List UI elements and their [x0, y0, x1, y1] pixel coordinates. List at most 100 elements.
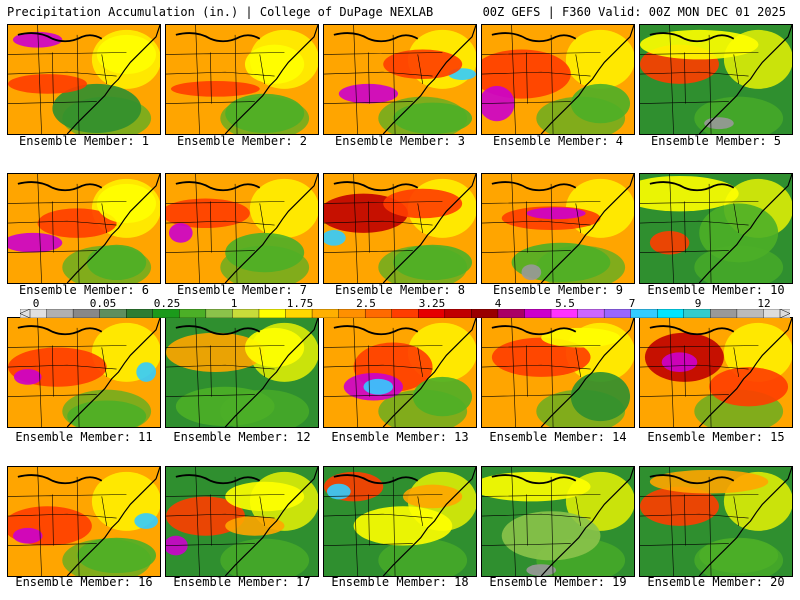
ensemble-map-3 — [323, 24, 477, 135]
colorbar-swatch — [364, 309, 393, 318]
colorbar-swatch — [285, 309, 313, 318]
member-caption: Ensemble Member: 5 — [650, 134, 782, 148]
colorbar-swatch — [577, 309, 605, 318]
precip-field — [324, 174, 476, 283]
colorbar-left-arrow — [20, 309, 31, 318]
ensemble-map-14 — [481, 317, 635, 428]
member-caption: Ensemble Member: 17 — [173, 575, 311, 589]
colorbar-swatch — [710, 309, 738, 318]
member-caption: Ensemble Member: 20 — [647, 575, 785, 589]
colorbar-swatch — [205, 309, 234, 318]
colorbar-tick-label: 4 — [494, 297, 502, 310]
colorbar-swatch — [258, 309, 287, 318]
member-caption: Ensemble Member: 1 — [18, 134, 150, 148]
colorbar-tick-label: 7 — [628, 297, 636, 310]
precip-field — [640, 174, 792, 283]
run-valid-time: 00Z GEFS | F360 Valid: 00Z MON DEC 01 20… — [482, 5, 786, 19]
colorbar-swatch — [391, 309, 419, 318]
colorbar-tick-label: 3.25 — [418, 297, 446, 310]
colorbar-swatch — [311, 309, 340, 318]
ensemble-map-18 — [323, 466, 477, 577]
colorbar-tick-label: 9 — [694, 297, 702, 310]
ensemble-map-2 — [165, 24, 319, 135]
colorbar-swatch — [152, 309, 181, 318]
precip-field — [324, 25, 476, 134]
colorbar-swatch — [126, 309, 154, 318]
colorbar-swatch — [683, 309, 712, 318]
ensemble-map-10 — [639, 173, 793, 284]
colorbar-tick-label: 0 — [32, 297, 40, 310]
colorbar — [20, 309, 790, 318]
ensemble-map-12 — [165, 317, 319, 428]
precip-field — [8, 467, 160, 576]
colorbar-right-arrow — [779, 309, 790, 318]
ensemble-map-9 — [481, 173, 635, 284]
colorbar-swatch — [179, 309, 207, 318]
colorbar-tick-label: 1 — [230, 297, 238, 310]
precip-field — [482, 25, 634, 134]
precip-field — [482, 318, 634, 427]
colorbar-tick-label: 5.5 — [555, 297, 575, 310]
colorbar-labels: 0 0.05 0.25 1 1.75 2.5 3.25 4 5.5 7 9 12 — [20, 297, 790, 319]
precip-field — [8, 174, 160, 283]
precip-field — [640, 467, 792, 576]
member-caption: Ensemble Member: 3 — [334, 134, 466, 148]
ensemble-map-15 — [639, 317, 793, 428]
colorbar-swatch — [550, 309, 579, 318]
colorbar-swatch — [497, 309, 526, 318]
member-caption: Ensemble Member: 8 — [334, 283, 466, 297]
ensemble-map-17 — [165, 466, 319, 577]
member-caption: Ensemble Member: 14 — [489, 430, 627, 444]
colorbar-swatch — [418, 309, 446, 318]
member-caption: Ensemble Member: 16 — [15, 575, 153, 589]
colorbar-swatch — [232, 309, 260, 318]
colorbar-swatch — [524, 309, 552, 318]
member-caption: Ensemble Member: 10 — [647, 283, 785, 297]
colorbar-swatch — [338, 309, 366, 318]
ensemble-map-19 — [481, 466, 635, 577]
precip-field — [324, 318, 476, 427]
precip-field — [8, 25, 160, 134]
member-caption: Ensemble Member: 15 — [647, 430, 785, 444]
member-caption: Ensemble Member: 11 — [15, 430, 153, 444]
colorbar-tick-label: 12 — [757, 297, 771, 310]
ensemble-map-5 — [639, 24, 793, 135]
member-caption: Ensemble Member: 19 — [489, 575, 627, 589]
member-caption: Ensemble Member: 18 — [331, 575, 469, 589]
colorbar-tick-label: 2.5 — [356, 297, 376, 310]
colorbar-swatch — [736, 309, 765, 318]
colorbar-swatch — [603, 309, 632, 318]
precip-field — [640, 25, 792, 134]
ensemble-map-13 — [323, 317, 477, 428]
member-caption: Ensemble Member: 4 — [492, 134, 624, 148]
colorbar-tick-label: 1.75 — [286, 297, 314, 310]
precip-field — [166, 467, 318, 576]
colorbar-swatch — [471, 309, 499, 318]
colorbar-swatch — [99, 309, 127, 318]
ensemble-map-16 — [7, 466, 161, 577]
colorbar-swatch — [444, 309, 473, 318]
precip-field — [166, 318, 318, 427]
precip-field — [640, 318, 792, 427]
member-caption: Ensemble Member: 13 — [331, 430, 469, 444]
precip-field — [324, 467, 476, 576]
ensemble-map-6 — [7, 173, 161, 284]
member-caption: Ensemble Member: 6 — [18, 283, 150, 297]
member-caption: Ensemble Member: 9 — [492, 283, 624, 297]
precip-field — [166, 174, 318, 283]
ensemble-map-8 — [323, 173, 477, 284]
colorbar-tick-label: 0.25 — [153, 297, 181, 310]
member-caption: Ensemble Member: 2 — [176, 134, 308, 148]
ensemble-map-4 — [481, 24, 635, 135]
precip-field — [166, 25, 318, 134]
colorbar-tick-label: 0.05 — [89, 297, 117, 310]
precip-field — [482, 174, 634, 283]
ensemble-map-20 — [639, 466, 793, 577]
colorbar-swatch — [46, 309, 74, 318]
ensemble-map-7 — [165, 173, 319, 284]
member-caption: Ensemble Member: 12 — [173, 430, 311, 444]
ensemble-map-1 — [7, 24, 161, 135]
precip-field — [482, 467, 634, 576]
colorbar-swatch — [630, 309, 658, 318]
member-caption: Ensemble Member: 7 — [176, 283, 308, 297]
